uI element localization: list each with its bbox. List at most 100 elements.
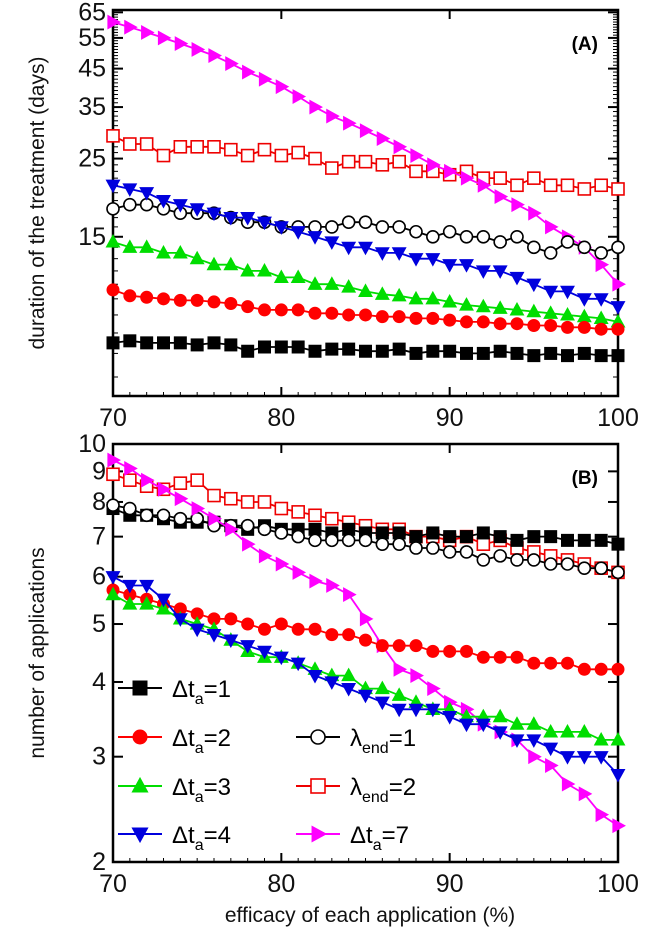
data-point-dta1 [274,340,288,354]
data-point-dta1 [173,336,187,350]
data-point-dta3 [543,724,559,738]
data-point-dta2 [594,322,608,336]
data-point-dta2 [140,290,154,304]
data-point-lam1 [510,553,524,567]
data-point-dta4 [324,676,340,690]
data-point-dta4 [560,751,575,765]
data-point-dta1 [106,336,120,350]
data-point-dta4 [206,207,222,222]
data-point-dta4 [307,231,323,245]
data-point-dta1 [375,526,389,540]
data-point-lam1 [291,529,305,544]
data-point-lam2 [190,473,204,487]
data-point-dta2 [544,656,558,670]
data-point-lam1 [358,215,373,229]
data-point-dta2 [460,644,473,658]
data-point-dta3 [122,596,138,610]
data-point-dta7 [107,452,121,468]
data-point-dta2 [594,662,608,676]
data-point-lam2 [291,505,305,519]
legend-marker-dta7 [311,825,328,843]
data-point-dta7 [393,139,408,155]
data-point-dta3 [206,256,222,271]
data-point-dta7 [477,177,492,193]
data-point-lam1 [493,235,507,249]
data-point-lam2 [325,161,339,175]
data-point-dta7 [124,461,138,476]
y-tick-label: 65 [78,0,106,26]
data-point-lam2 [207,488,221,503]
data-point-dta7 [545,219,559,235]
data-point-lam1 [409,541,423,555]
legend-label: λend=2 [350,774,416,806]
data-point-dta3 [240,262,256,277]
data-point-dta1 [527,530,541,544]
data-point-dta7 [528,749,542,765]
data-point-dta1 [123,334,137,348]
x-tick-label: 100 [597,404,639,432]
legend-label-suffix: =1 [389,725,416,752]
data-point-dta3 [576,724,592,738]
y-tick-label: 25 [78,145,106,173]
panel-b: 70 80 90 100 2 3 4 5 6 7 8 910 (B) number of applic… [26,430,639,898]
data-point-dta2 [611,662,625,676]
data-point-lam2 [543,178,558,193]
data-point-dta2 [527,656,541,670]
legend-label-main: Δt [172,822,195,849]
legend-label: Δta=7 [350,822,409,854]
data-point-lam1 [476,553,491,567]
data-point-dta7 [326,108,340,124]
data-point-lam1 [611,565,625,580]
data-point-lam1 [341,533,356,548]
data-point-dta4 [122,579,138,594]
data-point-lam2 [341,154,356,169]
data-point-dta2 [577,320,591,334]
y-tick-label: 3 [92,743,106,771]
data-point-lam1 [560,235,575,249]
data-point-dta3 [374,286,390,300]
x-tick-label: 80 [267,870,295,898]
data-point-lam2 [190,140,204,154]
plot-frame-a [111,8,620,398]
data-point-dta1 [443,530,457,544]
data-point-dta4 [324,236,340,250]
data-point-lam1 [392,537,406,551]
data-point-dta7 [225,521,239,537]
data-point-dta4 [189,203,205,217]
data-point-dta4 [189,623,205,638]
legend-label-suffix: =4 [204,822,231,849]
data-point-lam1 [341,215,356,229]
data-point-dta7 [242,536,256,552]
data-point-dta2 [426,644,440,658]
data-point-dta7 [309,99,323,115]
data-point-dta4 [442,259,458,273]
data-point-dta3 [223,256,239,271]
legend-label-sub: a [195,740,204,757]
data-point-dta7 [427,157,441,173]
data-point-dta7 [578,786,593,802]
data-point-lam1 [594,561,608,575]
data-point-lam2 [106,129,120,143]
data-point-dta3 [560,724,575,738]
series-lam2-a [106,129,625,196]
data-point-dta3 [593,731,609,746]
data-point-dta7 [157,30,172,46]
data-point-dta7 [191,501,206,516]
data-point-dta7 [343,115,357,131]
data-point-dta2 [258,303,271,317]
data-point-lam1 [560,557,575,571]
data-point-lam2 [173,140,188,154]
data-point-dta4 [593,293,609,307]
data-point-dta7 [595,257,610,273]
data-point-dta1 [342,522,356,536]
x-tick-label: 90 [436,870,464,898]
legend-label-main: Δt [172,725,195,752]
data-point-dta2 [274,617,288,631]
data-point-lam1 [257,522,272,537]
legend-label-sub: a [195,691,204,708]
y-tick-label: 45 [78,55,106,83]
data-point-dta7 [242,64,256,80]
data-point-dta2 [325,628,339,642]
data-point-lam1 [375,537,390,551]
data-point-dta4 [273,221,289,235]
